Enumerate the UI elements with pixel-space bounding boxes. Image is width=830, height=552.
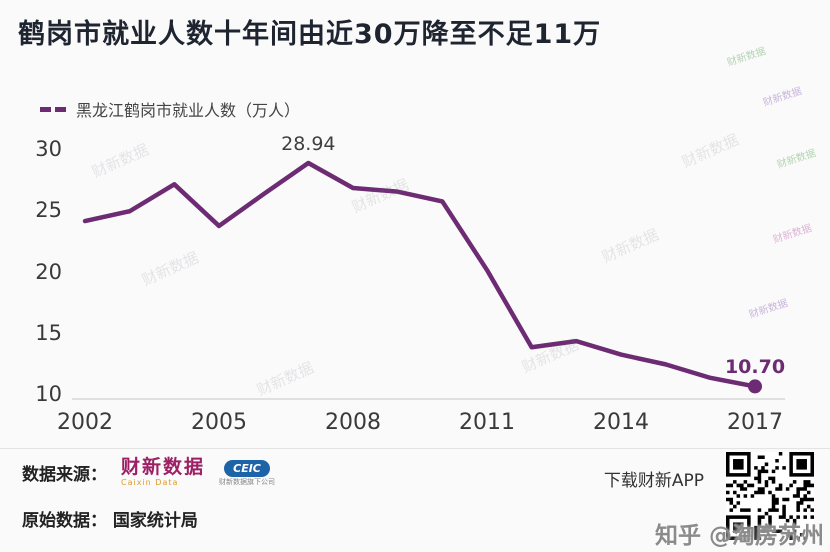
qr-modules [726,452,814,540]
caixin-logo-cn: 财新数据 [121,456,206,478]
origin-data-label: 原始数据： [22,511,107,531]
watermark-stamp: 财新数据 [747,297,790,321]
y-axis-tick-label: 15 [35,320,62,345]
watermark-text: 财新数据 [139,248,202,290]
download-app-text: 下载财新APP [603,471,704,491]
watermark-text: 财新数据 [89,140,152,182]
watermark-text: 财新数据 [254,358,317,400]
peak-value-label: 28.94 [281,132,336,155]
watermark-stamp: 财新数据 [761,85,804,109]
caixin-logo-en: Caixin Data [121,478,179,487]
legend: 黑龙江鹤岗市就业人数（万人） [40,97,300,121]
x-axis-tick-label: 2008 [325,410,381,435]
x-axis-tick-label: 2005 [191,410,247,435]
y-axis-tick-label: 30 [35,137,62,161]
page-title: 鹤岗市就业人数十年间由近30万降至不足11万 [18,19,602,50]
watermark-text: 财新数据 [679,130,742,172]
legend-line-marker [40,106,66,112]
final-value-label: 10.70 [724,356,786,379]
x-axis-tick-label: 2002 [57,410,113,435]
y-axis-tick-label: 25 [35,198,62,223]
series-end-dot [748,379,762,394]
footer-source-row: 数据来源： 财新数据 Caixin Data CEIC 财新数据旗下公司 [22,458,275,487]
origin-data-value: 国家统计局 [112,511,198,531]
ceic-logo-caption: 财新数据旗下公司 [219,477,276,486]
watermark-text: 财新数据 [519,335,582,377]
x-axis-tick-label: 2014 [593,410,649,435]
qr-finder-patterns [726,452,814,540]
legend-label: 黑龙江鹤岗市就业人数（万人） [76,101,301,120]
watermark-text: 财新数据 [349,175,412,217]
y-axis-tick-label: 20 [35,259,62,284]
ceic-logo-badge: CEIC [224,459,270,477]
zhihu-watermark: 知乎 @淘房苏州 [654,523,824,549]
qr-code [726,452,814,540]
data-source-label: 数据来源： [22,465,107,485]
employment-series-line [82,160,758,389]
y-axis-tick-label: 10 [35,382,62,406]
caixin-data-logo: 财新数据 Caixin Data [121,458,205,487]
watermark-stamp: 财新数据 [775,147,818,171]
footer-divider [0,448,830,449]
watermark-text: 财新数据 [599,225,662,267]
watermark-stamp: 财新数据 [771,222,814,246]
x-axis-tick-label: 2017 [727,410,783,435]
ceic-logo: CEIC 财新数据旗下公司 [219,459,276,486]
x-axis-tick-label: 2011 [459,410,515,435]
footer-origin-row: 原始数据： 国家统计局 [22,506,198,531]
